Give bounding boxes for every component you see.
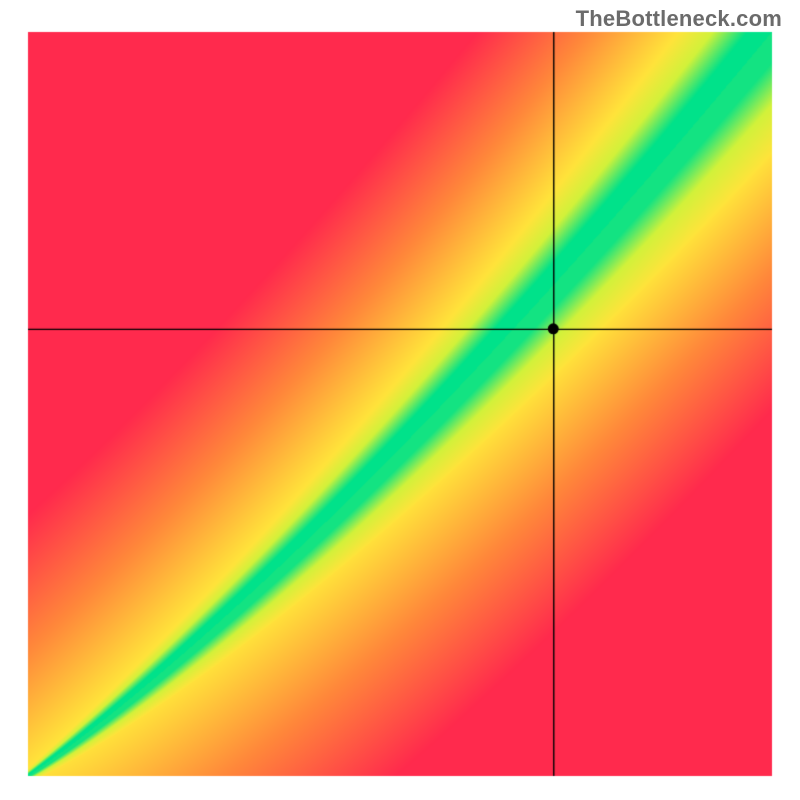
- chart-container: TheBottleneck.com: [0, 0, 800, 800]
- heatmap-canvas: [0, 0, 800, 800]
- watermark-text: TheBottleneck.com: [576, 6, 782, 32]
